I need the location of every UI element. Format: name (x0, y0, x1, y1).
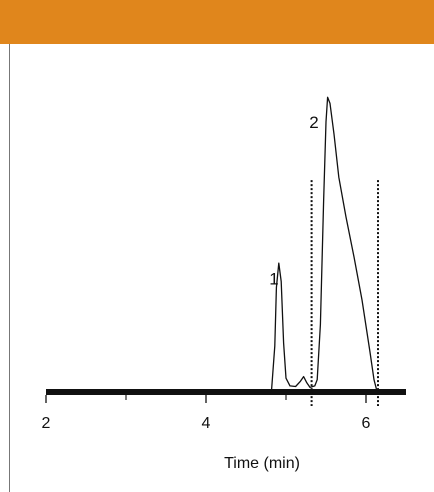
peak-label-1: 1 (269, 269, 278, 288)
header-bar (0, 0, 434, 44)
peak-label-2: 2 (309, 113, 318, 132)
x-tick-label-4: 4 (202, 415, 211, 432)
chart-layer: 2 4 6 Time (min) 1 2 (42, 96, 406, 472)
x-tick-label-6: 6 (362, 415, 371, 432)
x-tick-label-2: 2 (42, 415, 51, 432)
x-axis-label: Time (min) (224, 455, 300, 472)
left-border-rule (9, 44, 10, 492)
chromatogram-trace (46, 96, 406, 393)
